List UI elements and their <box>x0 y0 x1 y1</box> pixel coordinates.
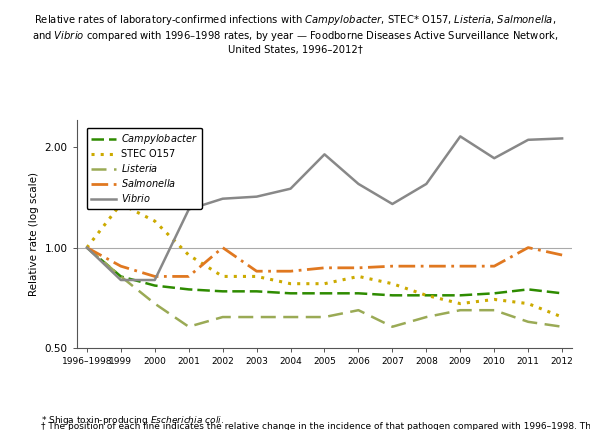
Text: † The position of each line indicates the relative change in the incidence of th: † The position of each line indicates th… <box>41 422 590 430</box>
Y-axis label: Relative rate (log scale): Relative rate (log scale) <box>29 172 39 296</box>
Legend: $\it{Campylobacter}$, STEC O157, $\it{Listeria}$, $\it{Salmonella}$, $\it{Vibrio: $\it{Campylobacter}$, STEC O157, $\it{Li… <box>87 128 202 209</box>
Text: * Shiga toxin-producing $\it{Escherichia\ coli}$.: * Shiga toxin-producing $\it{Escherichia… <box>41 414 224 427</box>
Text: Relative rates of laboratory-confirmed infections with $\it{Campylobacter}$, STE: Relative rates of laboratory-confirmed i… <box>32 13 558 55</box>
